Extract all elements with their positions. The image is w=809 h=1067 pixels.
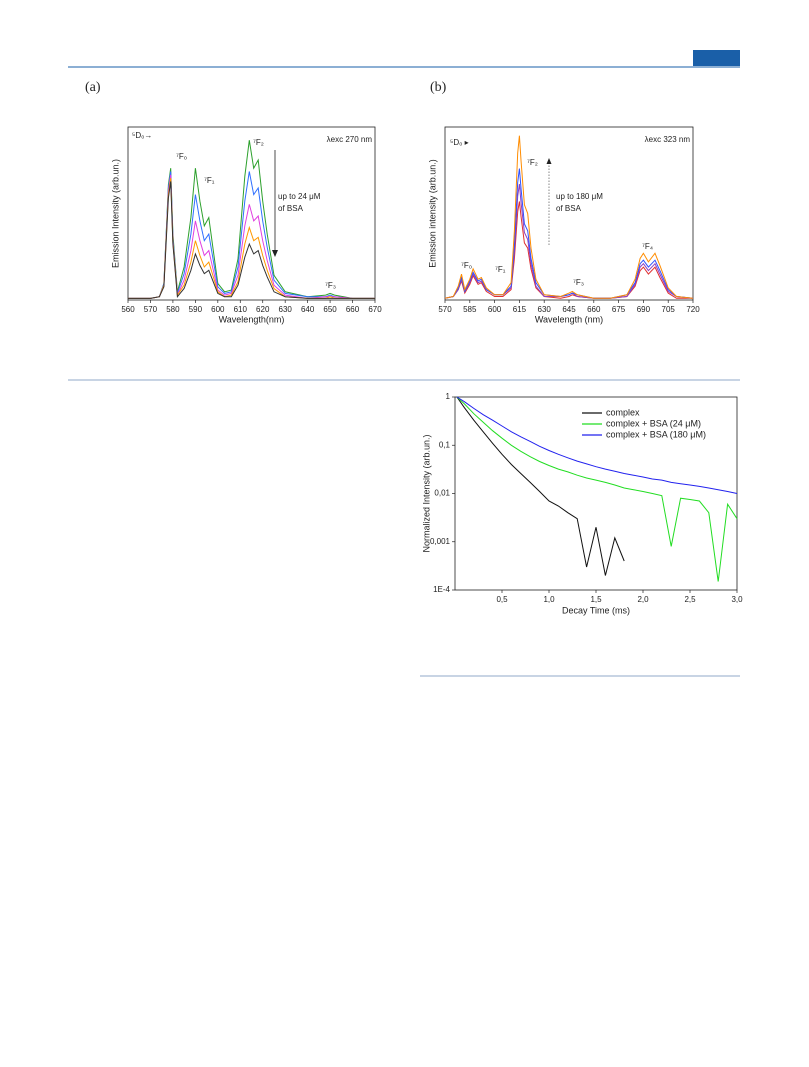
annotation: up to 180 μM — [556, 192, 603, 201]
x-tick-label: 720 — [686, 305, 700, 314]
x-tick-label: 0,5 — [496, 595, 508, 604]
x-tick-label: 630 — [538, 305, 552, 314]
series-line — [456, 396, 738, 582]
x-tick-label: 615 — [513, 305, 527, 314]
y-tick-label: 0,001 — [430, 537, 451, 546]
plot-frame — [127, 126, 376, 301]
annotation: ⁷F₀ — [461, 261, 472, 270]
series-line — [128, 140, 375, 299]
y-tick-label: 0,1 — [439, 440, 451, 449]
x-tick-label: 675 — [612, 305, 626, 314]
legend-label: complex — [606, 407, 640, 417]
annotation: ⁷F₃ — [573, 278, 584, 287]
series-line — [456, 396, 625, 576]
x-tick-label: 630 — [279, 305, 293, 314]
annotation: ⁷F₁ — [495, 265, 506, 274]
x-tick-label: 560 — [121, 305, 135, 314]
x-tick-label: 2,0 — [637, 595, 649, 604]
x-tick-label: 670 — [368, 305, 382, 314]
annotation: up to 24 μM — [278, 192, 321, 201]
x-tick-label: 620 — [256, 305, 270, 314]
x-tick-label: 645 — [562, 305, 576, 314]
panel-label: (b) — [430, 80, 447, 95]
series-line — [456, 396, 738, 494]
annotation: ⁵D₀ ▸ — [450, 138, 469, 147]
x-tick-label: 705 — [662, 305, 676, 314]
annotation: of BSA — [556, 204, 582, 213]
x-tick-label: 690 — [637, 305, 651, 314]
legend-label: complex + BSA (24 μM) — [606, 418, 701, 428]
series-line — [444, 184, 694, 299]
plot-frame — [444, 126, 694, 301]
x-tick-label: 3,0 — [731, 595, 743, 604]
annotation: λexc 270 nm — [327, 135, 373, 144]
header-tab — [693, 50, 740, 66]
x-tick-label: 1,5 — [590, 595, 602, 604]
x-tick-label: 580 — [166, 305, 180, 314]
x-axis-label: Wavelength (nm) — [535, 314, 603, 324]
y-axis-label: Emission Intensity (arb.un.) — [110, 159, 120, 268]
x-tick-label: 1,0 — [543, 595, 555, 604]
arrow-head — [546, 158, 552, 164]
annotation: ⁷F₄ — [642, 242, 653, 251]
arrow-head — [272, 250, 278, 257]
x-tick-label: 640 — [301, 305, 315, 314]
series-line — [444, 135, 694, 299]
series-line — [128, 181, 375, 299]
y-tick-label: 0,01 — [434, 489, 450, 498]
x-tick-label: 660 — [346, 305, 360, 314]
y-axis-label: Emission intensity (arb.un.) — [427, 159, 437, 268]
x-tick-label: 600 — [488, 305, 502, 314]
x-tick-label: 570 — [144, 305, 158, 314]
x-tick-label: 570 — [438, 305, 452, 314]
series-line — [444, 201, 693, 299]
y-tick-label: 1E-4 — [433, 585, 450, 594]
annotation: ⁷F₃ — [325, 281, 336, 290]
x-tick-label: 650 — [323, 305, 337, 314]
annotation: ⁷F₂ — [527, 158, 538, 167]
annotation: ⁷F₁ — [204, 176, 215, 185]
annotation: ⁷F₂ — [253, 138, 264, 147]
series-line — [128, 174, 375, 299]
annotation: of BSA — [278, 204, 304, 213]
x-tick-label: 660 — [587, 305, 601, 314]
x-tick-label: 2,5 — [684, 595, 696, 604]
x-axis-label: Wavelength(nm) — [219, 314, 285, 324]
series-line — [444, 168, 694, 299]
panel-label: (a) — [85, 80, 101, 95]
series-line — [128, 178, 375, 299]
annotation: λexc 323 nm — [645, 135, 691, 144]
y-tick-label: 1 — [446, 392, 451, 401]
annotation: ⁵D₀→ — [132, 131, 152, 140]
x-tick-label: 585 — [463, 305, 477, 314]
x-tick-label: 590 — [189, 305, 203, 314]
legend-label: complex + BSA (180 μM) — [606, 429, 706, 439]
annotation: ⁷F₀ — [176, 152, 187, 161]
x-tick-label: 610 — [234, 305, 248, 314]
x-tick-label: 600 — [211, 305, 225, 314]
y-axis-label: Normalized Intensity (arb.un.) — [421, 434, 431, 552]
x-axis-label: Decay Time (ms) — [562, 605, 630, 615]
